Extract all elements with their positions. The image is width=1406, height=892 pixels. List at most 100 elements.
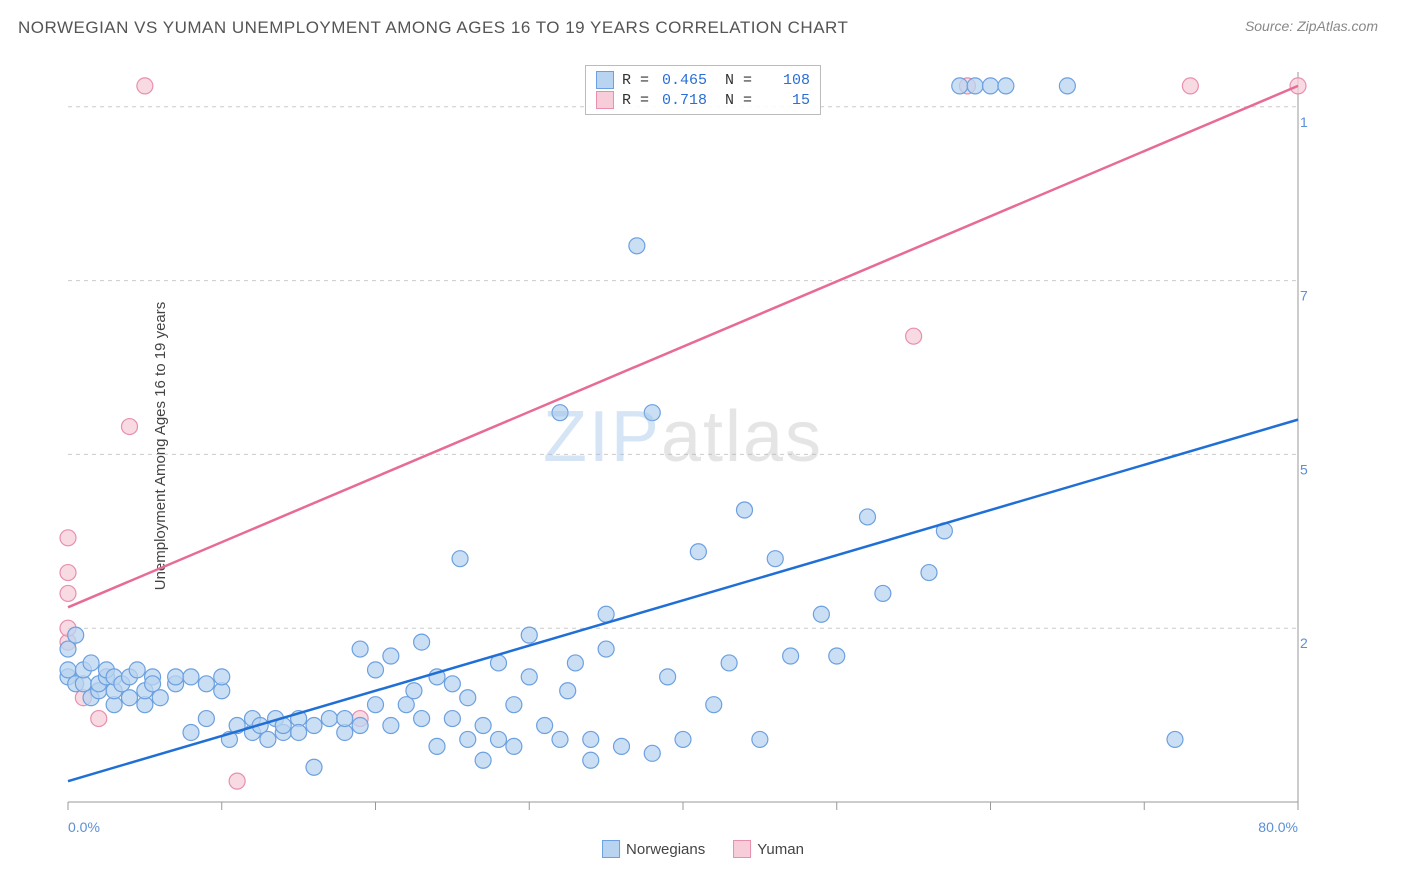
norwegians-point — [921, 565, 937, 581]
norwegians-point — [737, 502, 753, 518]
norwegians-point — [368, 697, 384, 713]
norwegians-point — [660, 669, 676, 685]
yuman-point — [122, 419, 138, 435]
norwegians-point — [567, 655, 583, 671]
norwegians-point — [521, 627, 537, 643]
n-value: 15 — [760, 92, 810, 109]
norwegians-point — [214, 669, 230, 685]
r-label: R = — [622, 72, 649, 89]
norwegians-point — [383, 648, 399, 664]
norwegians-trendline — [68, 420, 1298, 782]
yuman-point — [60, 530, 76, 546]
norwegians-point — [460, 731, 476, 747]
norwegians-point — [783, 648, 799, 664]
n-label: N = — [725, 72, 752, 89]
norwegians-point — [491, 731, 507, 747]
norwegians-point — [644, 405, 660, 421]
legend-label: Norwegians — [626, 841, 705, 858]
norwegians-point — [1059, 78, 1075, 94]
x-tick-label: 80.0% — [1258, 819, 1298, 835]
norwegians-point — [829, 648, 845, 664]
legend-swatch — [602, 840, 620, 858]
norwegians-point — [68, 627, 84, 643]
norwegians-point — [583, 731, 599, 747]
x-tick-label: 0.0% — [68, 819, 100, 835]
norwegians-point — [306, 759, 322, 775]
norwegians-point — [767, 551, 783, 567]
norwegians-point — [198, 711, 214, 727]
norwegians-point — [721, 655, 737, 671]
norwegians-point — [260, 731, 276, 747]
n-value: 108 — [760, 72, 810, 89]
series-legend: Norwegians Yuman — [602, 840, 804, 858]
source-prefix: Source: — [1245, 18, 1297, 34]
norwegians-point — [368, 662, 384, 678]
r-value: 0.718 — [657, 92, 707, 109]
y-tick-label: 25.0% — [1300, 635, 1308, 651]
norwegians-point — [452, 551, 468, 567]
norwegians-point — [967, 78, 983, 94]
norwegians-point — [291, 724, 307, 740]
norwegians-point — [644, 745, 660, 761]
norwegians-point — [352, 641, 368, 657]
norwegians-point — [337, 711, 353, 727]
norwegians-point — [152, 690, 168, 706]
chart-plot-area: 25.0%50.0%75.0%100.0%0.0%80.0% ZIPatlas — [58, 62, 1308, 812]
norwegians-point — [183, 669, 199, 685]
yuman-point — [1182, 78, 1198, 94]
norwegians-point — [813, 606, 829, 622]
stats-legend-row: R =0.718N = 15 — [596, 90, 810, 110]
norwegians-point — [444, 711, 460, 727]
legend-item: Norwegians — [602, 840, 705, 858]
norwegians-point — [521, 669, 537, 685]
norwegians-point — [506, 738, 522, 754]
norwegians-point — [475, 752, 491, 768]
norwegians-point — [860, 509, 876, 525]
legend-swatch — [596, 91, 614, 109]
legend-label: Yuman — [757, 841, 804, 858]
n-label: N = — [725, 92, 752, 109]
legend-swatch — [596, 71, 614, 89]
norwegians-point — [475, 718, 491, 734]
norwegians-point — [460, 690, 476, 706]
norwegians-point — [706, 697, 722, 713]
norwegians-point — [690, 544, 706, 560]
legend-item: Yuman — [733, 840, 804, 858]
norwegians-point — [614, 738, 630, 754]
norwegians-point — [429, 738, 445, 754]
norwegians-point — [122, 690, 138, 706]
stats-legend-row: R =0.465N =108 — [596, 70, 810, 90]
norwegians-point — [306, 718, 322, 734]
norwegians-point — [552, 405, 568, 421]
norwegians-point — [168, 669, 184, 685]
chart-title: NORWEGIAN VS YUMAN UNEMPLOYMENT AMONG AG… — [18, 18, 848, 38]
norwegians-point — [183, 724, 199, 740]
norwegians-point — [583, 752, 599, 768]
y-tick-label: 100.0% — [1300, 114, 1308, 130]
yuman-trendline — [68, 86, 1298, 607]
norwegians-point — [129, 662, 145, 678]
norwegians-point — [414, 634, 430, 650]
norwegians-point — [560, 683, 576, 699]
yuman-point — [60, 565, 76, 581]
norwegians-point — [414, 711, 430, 727]
norwegians-point — [875, 585, 891, 601]
legend-swatch — [733, 840, 751, 858]
norwegians-point — [444, 676, 460, 692]
norwegians-point — [629, 238, 645, 254]
norwegians-point — [406, 683, 422, 699]
yuman-point — [91, 711, 107, 727]
norwegians-point — [675, 731, 691, 747]
yuman-point — [229, 773, 245, 789]
yuman-point — [60, 585, 76, 601]
norwegians-point — [321, 711, 337, 727]
source-attribution: Source: ZipAtlas.com — [1245, 18, 1378, 34]
correlation-stats-legend: R =0.465N =108R =0.718N = 15 — [585, 65, 821, 115]
yuman-point — [137, 78, 153, 94]
norwegians-point — [952, 78, 968, 94]
norwegians-point — [383, 718, 399, 734]
norwegians-point — [1167, 731, 1183, 747]
norwegians-point — [537, 718, 553, 734]
norwegians-point — [552, 731, 568, 747]
norwegians-point — [983, 78, 999, 94]
